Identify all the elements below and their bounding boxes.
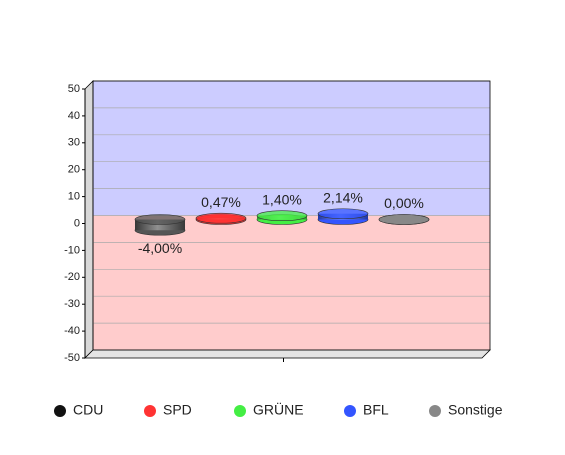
y-tick-label: 0 xyxy=(74,217,80,229)
y-tick-label: -10 xyxy=(64,244,80,256)
legend-marker xyxy=(429,405,441,417)
bar-shade xyxy=(135,219,185,231)
legend-label: BFL xyxy=(363,402,389,418)
back-wall-negative xyxy=(93,215,490,350)
legend-label: CDU xyxy=(73,402,103,418)
y-tick-label: -30 xyxy=(64,298,80,310)
legend-marker xyxy=(344,405,356,417)
y-tick-label: 20 xyxy=(68,164,80,176)
legend-label: Sonstige xyxy=(448,402,503,418)
legend-marker xyxy=(54,405,66,417)
y-tick-label: 10 xyxy=(68,191,80,203)
value-label: 0,00% xyxy=(384,195,424,211)
value-label: -4,00% xyxy=(138,240,182,256)
bar xyxy=(378,214,430,225)
bar-top xyxy=(256,210,308,222)
bar-top xyxy=(378,214,430,225)
floor xyxy=(84,349,491,359)
back-wall-border xyxy=(92,80,491,351)
y-tick-label: -50 xyxy=(64,352,80,364)
y-tick-label: -40 xyxy=(64,325,80,337)
bar xyxy=(256,210,308,225)
y-tick-label: 30 xyxy=(68,137,80,149)
y-tick-label: 40 xyxy=(68,110,80,122)
bar-top xyxy=(134,214,186,225)
y-tick-label: 50 xyxy=(68,83,80,95)
bar xyxy=(195,212,247,225)
bar xyxy=(134,214,186,236)
bar-top xyxy=(317,208,369,220)
value-label: 0,47% xyxy=(201,194,241,210)
value-label: 2,14% xyxy=(323,189,363,205)
value-label: 1,40% xyxy=(262,191,302,207)
legend-label: GRÜNE xyxy=(253,401,304,418)
bar xyxy=(317,208,369,225)
bar-top xyxy=(195,212,247,224)
legend-marker xyxy=(144,405,156,417)
left-wall xyxy=(84,80,94,359)
back-wall-positive xyxy=(93,81,490,216)
legend-label: SPD xyxy=(163,402,192,418)
y-tick-label: -20 xyxy=(64,271,80,283)
legend-marker xyxy=(234,405,246,417)
